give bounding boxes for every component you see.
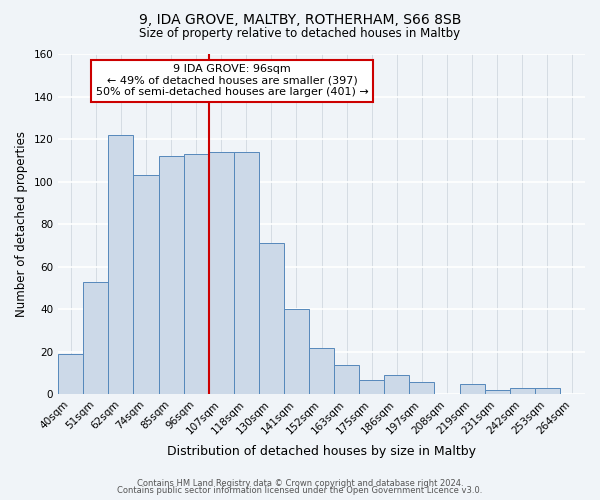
Bar: [334, 364, 359, 394]
Bar: [510, 388, 535, 394]
Text: Contains public sector information licensed under the Open Government Licence v3: Contains public sector information licen…: [118, 486, 482, 495]
Text: 9, IDA GROVE, MALTBY, ROTHERHAM, S66 8SB: 9, IDA GROVE, MALTBY, ROTHERHAM, S66 8SB: [139, 12, 461, 26]
Bar: [284, 310, 309, 394]
Text: 9 IDA GROVE: 96sqm
← 49% of detached houses are smaller (397)
50% of semi-detach: 9 IDA GROVE: 96sqm ← 49% of detached hou…: [95, 64, 368, 98]
Bar: [259, 244, 284, 394]
Text: Size of property relative to detached houses in Maltby: Size of property relative to detached ho…: [139, 28, 461, 40]
Bar: [133, 176, 158, 394]
Bar: [83, 282, 109, 395]
Bar: [535, 388, 560, 394]
Bar: [158, 156, 184, 394]
Bar: [58, 354, 83, 395]
Bar: [385, 376, 409, 394]
Bar: [359, 380, 385, 394]
Bar: [309, 348, 334, 395]
Bar: [409, 382, 434, 394]
Bar: [234, 152, 259, 394]
Y-axis label: Number of detached properties: Number of detached properties: [15, 131, 28, 317]
Bar: [209, 152, 234, 394]
Bar: [485, 390, 510, 394]
Bar: [109, 135, 133, 394]
X-axis label: Distribution of detached houses by size in Maltby: Distribution of detached houses by size …: [167, 444, 476, 458]
Text: Contains HM Land Registry data © Crown copyright and database right 2024.: Contains HM Land Registry data © Crown c…: [137, 478, 463, 488]
Bar: [460, 384, 485, 394]
Bar: [184, 154, 209, 394]
